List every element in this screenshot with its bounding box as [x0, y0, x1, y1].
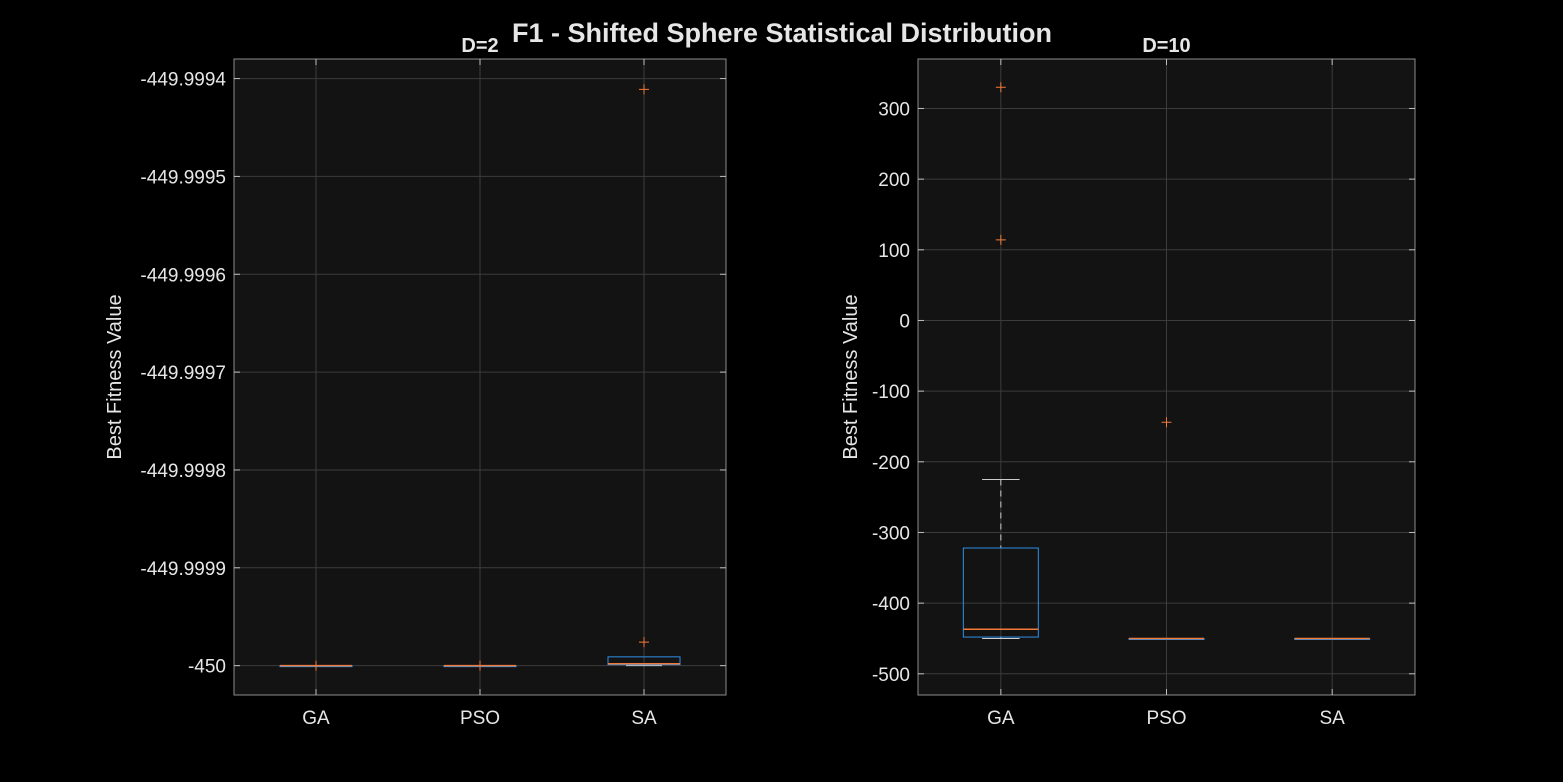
y-tick-label: -400 [872, 594, 910, 615]
y-tick-label: 300 [878, 99, 910, 120]
panel-d10: -500 -400 -300 -200 -100 0 100 200 300 GA PSO SA Bes… [840, 35, 1416, 729]
x-tick-label: GA [987, 708, 1015, 729]
y-tick-label: -500 [872, 665, 910, 686]
panel-title: D=2 [461, 35, 498, 57]
y-tick-label: -300 [872, 523, 910, 544]
figure-title: F1 - Shifted Sphere Statistical Distribu… [512, 18, 1052, 48]
y-tick-label: -100 [872, 382, 910, 403]
y-tick-label: -449.9994 [140, 70, 226, 91]
y-tick-label: 200 [878, 170, 910, 191]
box-ga [962, 547, 1039, 638]
y-tick-label: -200 [872, 453, 910, 474]
y-tick-label: -449.9998 [140, 461, 226, 482]
box-sa [607, 656, 681, 666]
x-tick-label: SA [631, 708, 657, 729]
y-axis-label: Best Fitness Value [104, 294, 126, 459]
outlier-marker [311, 660, 321, 671]
outlier-marker [1161, 417, 1172, 428]
y-axis-label: Best Fitness Value [840, 294, 862, 459]
x-tick-label: PSO [460, 708, 500, 729]
y-tick-label: -449.9995 [140, 167, 226, 188]
outlier-marker [995, 82, 1006, 93]
panel-d2: -450 -449.9999 -449.9998 -449.9997 -449.9996… [104, 35, 727, 729]
outlier-marker [995, 234, 1006, 245]
y-tick-label: -449.9996 [140, 265, 226, 286]
outlier-marker [475, 660, 485, 671]
y-tick-label: -449.9999 [140, 559, 226, 580]
x-tick-label: PSO [1146, 708, 1186, 729]
y-tick-label: -449.9997 [140, 363, 226, 384]
outlier-marker [639, 84, 649, 95]
panel-title: D=10 [1142, 35, 1190, 57]
outlier-marker [639, 637, 649, 648]
y-tick-label: 100 [878, 241, 910, 262]
x-tick-label: SA [1319, 708, 1345, 729]
y-tick-label: 0 [899, 311, 910, 332]
y-tick-label: -450 [188, 657, 226, 678]
x-tick-label: GA [302, 708, 330, 729]
